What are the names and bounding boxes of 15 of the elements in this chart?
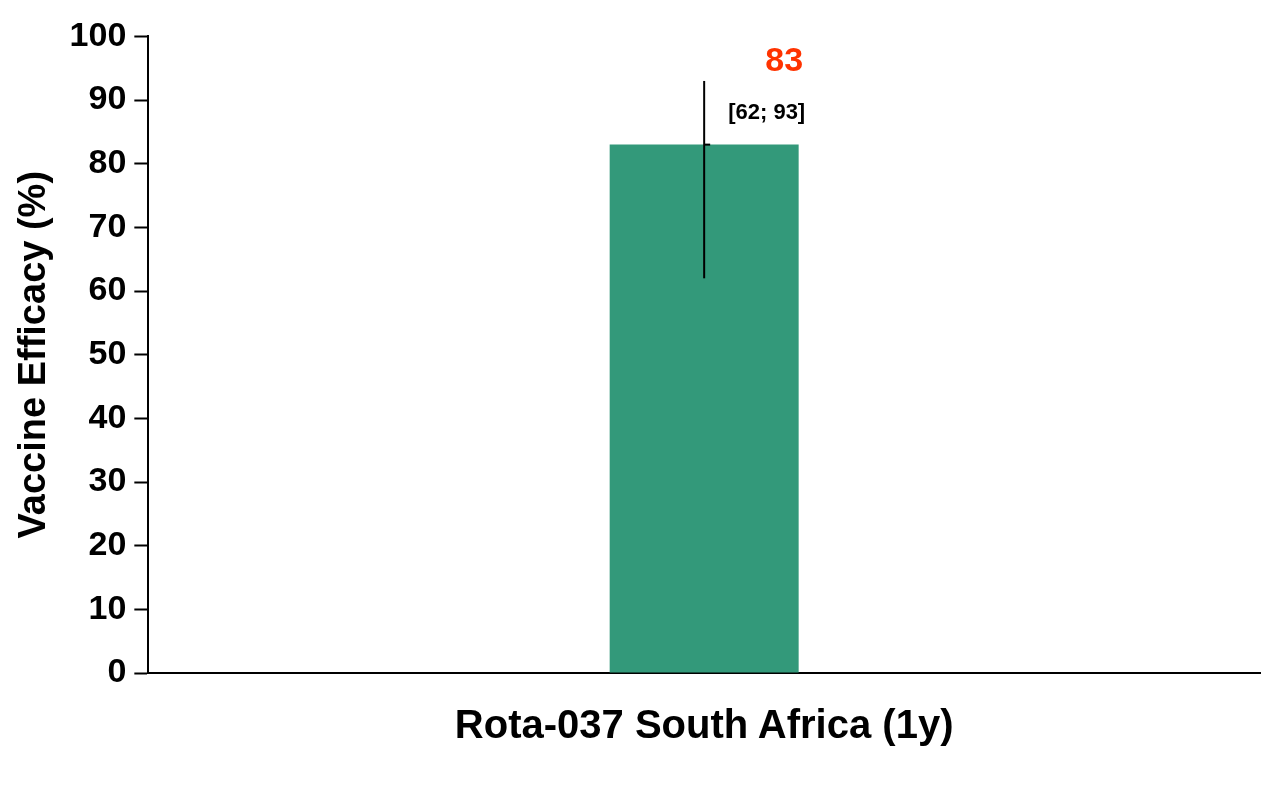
y-tick-label: 0 bbox=[107, 651, 127, 690]
y-tick-label: 30 bbox=[88, 460, 127, 499]
data-label: 83 bbox=[765, 40, 804, 79]
annotation: [62; 93] bbox=[728, 98, 806, 124]
y-tick-label: 10 bbox=[88, 587, 127, 626]
y-tick-label: 100 bbox=[69, 14, 127, 53]
y-tick-label: 70 bbox=[88, 205, 127, 244]
y-tick-label: 40 bbox=[88, 396, 127, 435]
y-tick-label: 60 bbox=[88, 269, 127, 308]
y-tick-label: 80 bbox=[88, 142, 127, 181]
y-tick-label: 50 bbox=[88, 333, 127, 372]
x-tick-label: Rota-037 South Africa (1y) bbox=[454, 702, 954, 747]
y-tick-label: 90 bbox=[88, 78, 127, 117]
y-axis-title: Vaccine Efficacy (%) bbox=[11, 170, 54, 539]
y-tick-label: 20 bbox=[88, 524, 127, 563]
